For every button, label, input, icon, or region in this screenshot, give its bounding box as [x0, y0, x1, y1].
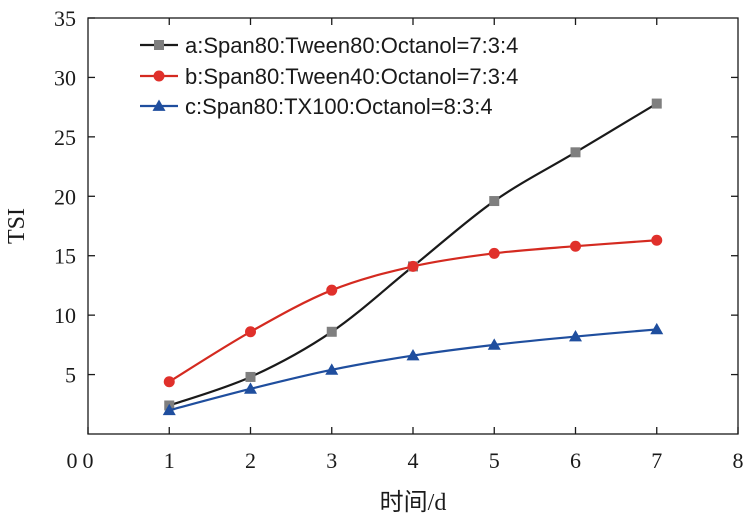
legend-label-1: b:Span80:Tween40:Octanol=7:3:4 — [185, 64, 518, 89]
x-tick-label-0: 0 — [83, 448, 94, 473]
x-tick-label-8: 8 — [733, 448, 743, 473]
series-b — [163, 234, 663, 388]
legend-label-2: c:Span80:TX100:Octanol=8:3:4 — [185, 94, 493, 119]
data-point-2-3 — [406, 349, 420, 361]
y-tick-label-1: 10 — [54, 303, 76, 328]
y-tick-label-2: 15 — [54, 244, 76, 269]
data-point-2-0 — [162, 403, 176, 416]
x-tick-label-2: 2 — [245, 448, 256, 473]
data-point-0-2 — [326, 326, 337, 337]
data-point-2-4 — [487, 338, 501, 350]
data-point-1-2 — [326, 284, 338, 296]
data-point-0-1 — [245, 371, 256, 382]
ticks-layer: 0 1 2 3 4 5 6 7 8 0 5 10 15 20 25 30 35 — [54, 6, 743, 473]
data-point-1-4 — [488, 247, 500, 259]
data-point-2-2 — [325, 363, 339, 375]
y-tick-label-5: 30 — [54, 65, 76, 90]
y-tick-label-3: 20 — [54, 184, 76, 209]
x-tick-label-3: 3 — [326, 448, 337, 473]
legend-marker-1 — [153, 70, 165, 82]
data-point-2-5 — [569, 330, 582, 342]
series-c — [162, 322, 664, 416]
legend-marker-2 — [152, 99, 166, 111]
data-point-0-4 — [489, 196, 500, 207]
x-tick-label-1: 1 — [164, 448, 175, 473]
y-tick-label-0: 5 — [65, 363, 76, 388]
y-axis-title: TSI — [4, 208, 30, 244]
x-tick-label-7: 7 — [651, 448, 662, 473]
y-tick-label-4: 25 — [54, 125, 76, 150]
data-point-1-0 — [163, 376, 175, 388]
legend: a:Span80:Tween80:Octanol=7:3:4 b:Span80:T… — [140, 33, 518, 119]
legend-label-0: a:Span80:Tween80:Octanol=7:3:4 — [185, 33, 518, 58]
data-point-1-1 — [245, 326, 256, 338]
series-line-2 — [168, 328, 657, 412]
x-axis-title: 时间/d — [380, 489, 447, 516]
data-point-1-3 — [407, 260, 419, 272]
x-tick-label-5: 5 — [489, 448, 500, 473]
data-point-1-5 — [570, 240, 581, 252]
data-point-0-5 — [570, 147, 581, 158]
data-point-2-1 — [244, 382, 257, 394]
x-tick-label-6: 6 — [570, 448, 581, 473]
data-point-2-6 — [650, 322, 664, 335]
x-tick-label-4: 4 — [408, 448, 419, 473]
y-tick-label-6: 35 — [54, 6, 76, 31]
data-point-0-6 — [651, 98, 662, 109]
legend-marker-0 — [154, 40, 164, 50]
series-a — [164, 98, 662, 411]
origin-tick-label: 0 — [67, 448, 78, 473]
series-layer — [162, 98, 664, 416]
data-point-1-6 — [651, 234, 663, 246]
